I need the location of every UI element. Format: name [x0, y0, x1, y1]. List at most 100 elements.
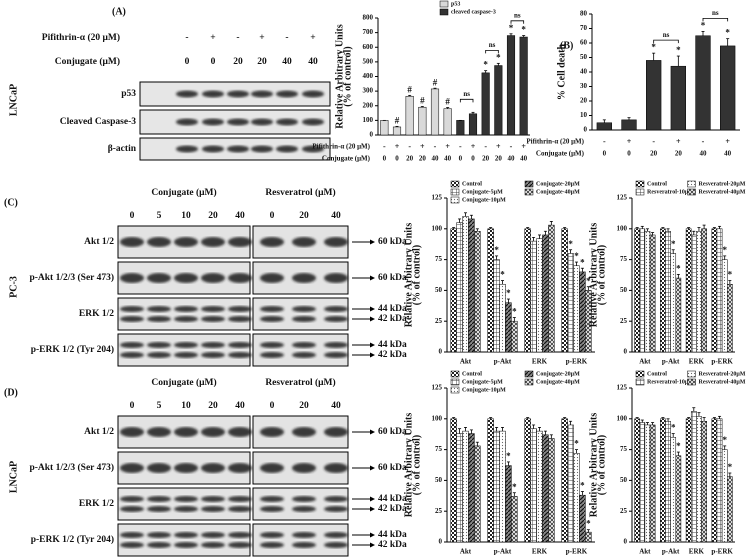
blot-band — [120, 306, 144, 312]
y-tick-label: 125 — [617, 384, 628, 392]
blot-band — [292, 316, 316, 322]
arrow-head — [370, 542, 375, 548]
blot-band — [201, 342, 225, 348]
blot-band — [260, 542, 284, 548]
group-label: + — [676, 137, 681, 146]
y-tick-label: 0 — [624, 348, 628, 356]
blot-band — [292, 496, 316, 502]
y-tick-label: 50 — [435, 476, 443, 484]
blot-band — [292, 463, 316, 473]
bar — [430, 88, 440, 136]
blot-band — [120, 237, 144, 247]
blot-band — [201, 273, 225, 283]
blot-band — [228, 342, 252, 348]
lane-label: 10 — [181, 401, 191, 411]
legend-label: Conjugate-10μM — [462, 197, 506, 203]
y-tick-label: 50 — [580, 53, 588, 61]
blot-row-label: p-Akt 1/2/3 (Ser 473) — [29, 272, 114, 283]
y-axis-title: Relative Arbitrary Units — [403, 223, 414, 328]
blot-band — [120, 463, 144, 473]
bar — [505, 302, 512, 353]
arrow-head — [370, 275, 375, 281]
blot-band — [260, 496, 284, 502]
significance-marker: * — [512, 482, 517, 492]
x-tick-label: 40 — [700, 150, 708, 158]
significance-marker: * — [506, 288, 511, 298]
blot-band — [174, 352, 198, 358]
blot-band — [260, 342, 284, 348]
bar — [644, 231, 651, 353]
bar — [634, 228, 640, 353]
significance-marker: * — [496, 52, 501, 62]
y-tick-label: 70 — [580, 24, 588, 32]
legend-swatch — [687, 370, 696, 378]
bar — [639, 422, 646, 543]
blot-row-label: p53 — [121, 89, 136, 99]
bar — [487, 418, 494, 543]
y-tick-label: 60 — [580, 39, 588, 47]
y-tick-label: 0 — [370, 131, 374, 139]
y-axis-title: (% of control) — [596, 245, 607, 305]
x-tick-label: p-ERK — [566, 358, 588, 366]
group-label: + — [445, 142, 450, 151]
legend-swatch — [635, 378, 645, 386]
panel-label: (D) — [4, 387, 18, 398]
bar — [685, 228, 692, 353]
bar — [548, 438, 555, 543]
x-tick-label: 0 — [383, 155, 387, 163]
bar — [456, 433, 463, 543]
blot-band — [228, 306, 252, 312]
lane-label: 20 — [257, 57, 267, 67]
blot-band — [260, 237, 284, 247]
blot-box — [252, 333, 349, 367]
significance-marker: * — [506, 451, 511, 461]
blot-band — [302, 118, 324, 126]
y-tick-label: 400 — [363, 72, 374, 80]
blot-box — [252, 297, 349, 331]
significance-marker: * — [494, 245, 499, 255]
lane-label: 20 — [208, 401, 218, 411]
lane-label: + — [210, 33, 215, 43]
x-tick-label: 40 — [432, 155, 440, 163]
bar — [548, 224, 555, 353]
group-label: + — [395, 142, 400, 151]
bar — [462, 216, 469, 353]
bar — [649, 424, 656, 543]
significance-marker: * — [580, 481, 585, 491]
bar — [696, 231, 702, 353]
size-label: 42 kDa — [378, 504, 407, 514]
blot-band — [227, 90, 249, 98]
blot-band — [260, 427, 284, 437]
bar — [579, 271, 586, 353]
blot-band — [228, 316, 252, 322]
bar — [639, 228, 646, 353]
bar — [675, 277, 682, 353]
size-label: 60 kDa — [378, 463, 407, 473]
legend-label: Resveratrol-40μM — [699, 379, 746, 385]
group-label: - — [408, 142, 411, 151]
blot-band — [228, 542, 252, 548]
legend-swatch — [687, 378, 696, 386]
x-tick-label: p-ERK — [566, 548, 588, 556]
bar — [646, 60, 662, 131]
bracket — [459, 98, 474, 103]
y-tick-label: 0 — [624, 538, 628, 546]
legend-swatch — [635, 188, 645, 196]
blot-band — [120, 496, 144, 502]
arrow-head — [370, 465, 375, 471]
y-tick-label: 500 — [363, 57, 374, 65]
arrow-head — [370, 506, 375, 512]
arrow-head — [370, 352, 375, 358]
lane-label: 40 — [331, 401, 341, 411]
group-row-title: Pifithrin-α (20 μM) — [526, 138, 584, 146]
bracket-label: ns — [712, 9, 719, 17]
bar — [690, 234, 697, 353]
blot-band — [228, 352, 252, 358]
legend-label: Control — [462, 371, 482, 377]
y-tick-label: 0 — [439, 348, 443, 356]
x-tick-label: p-Akt — [494, 548, 512, 556]
blot-row-label: p-ERK 1/2 (Tyr 204) — [31, 534, 114, 545]
bracket — [702, 18, 729, 22]
blot-band — [227, 145, 249, 153]
category-title: Conjugate (μM) — [322, 155, 371, 163]
